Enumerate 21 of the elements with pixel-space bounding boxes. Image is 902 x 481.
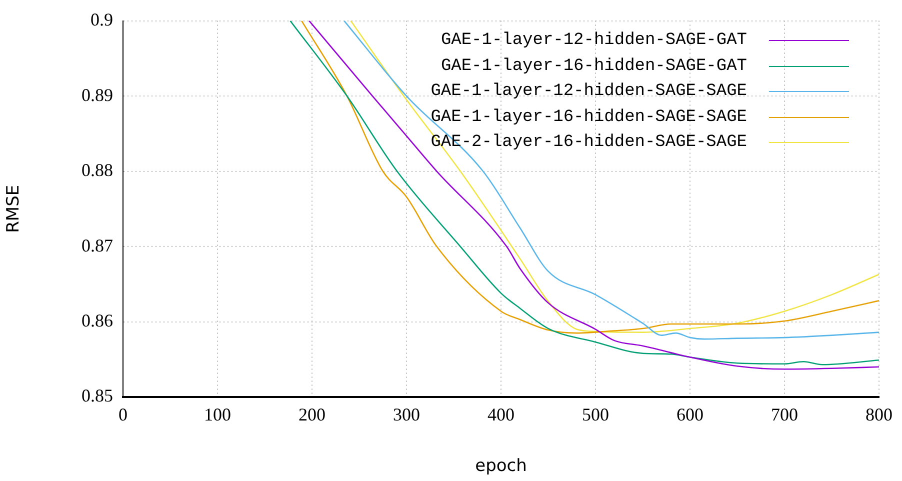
x-tick-label: 300	[393, 404, 420, 425]
y-tick-label: 0.88	[82, 160, 113, 180]
x-tick-label: 100	[204, 404, 231, 425]
legend-label: GAE-1-layer-12-hidden-SAGE-GAT	[440, 30, 747, 52]
x-tick-label: 600	[676, 404, 704, 425]
x-axis-title: epoch	[475, 456, 527, 476]
x-tick-label: 0	[118, 404, 128, 425]
y-tick-label: 0.87	[82, 235, 113, 256]
y-tick-label: 0.85	[82, 386, 113, 406]
y-tick-label: 0.86	[82, 310, 113, 330]
x-tick-label: 700	[771, 404, 798, 425]
y-axis-title: RMSE	[4, 184, 24, 233]
x-tick-label: 200	[298, 404, 326, 425]
x-tick-label: 500	[582, 404, 609, 425]
y-tick-label: 0.89	[82, 84, 113, 105]
legend-label: GAE-1-layer-12-hidden-SAGE-SAGE	[430, 81, 747, 103]
legend-label: GAE-1-layer-16-hidden-SAGE-SAGE	[430, 106, 747, 128]
x-tick-label: 400	[488, 404, 514, 425]
legend-label: GAE-1-layer-16-hidden-SAGE-GAT	[440, 56, 747, 78]
y-tick-label: 0.9	[90, 10, 113, 30]
x-tick-label: 800	[866, 404, 892, 425]
